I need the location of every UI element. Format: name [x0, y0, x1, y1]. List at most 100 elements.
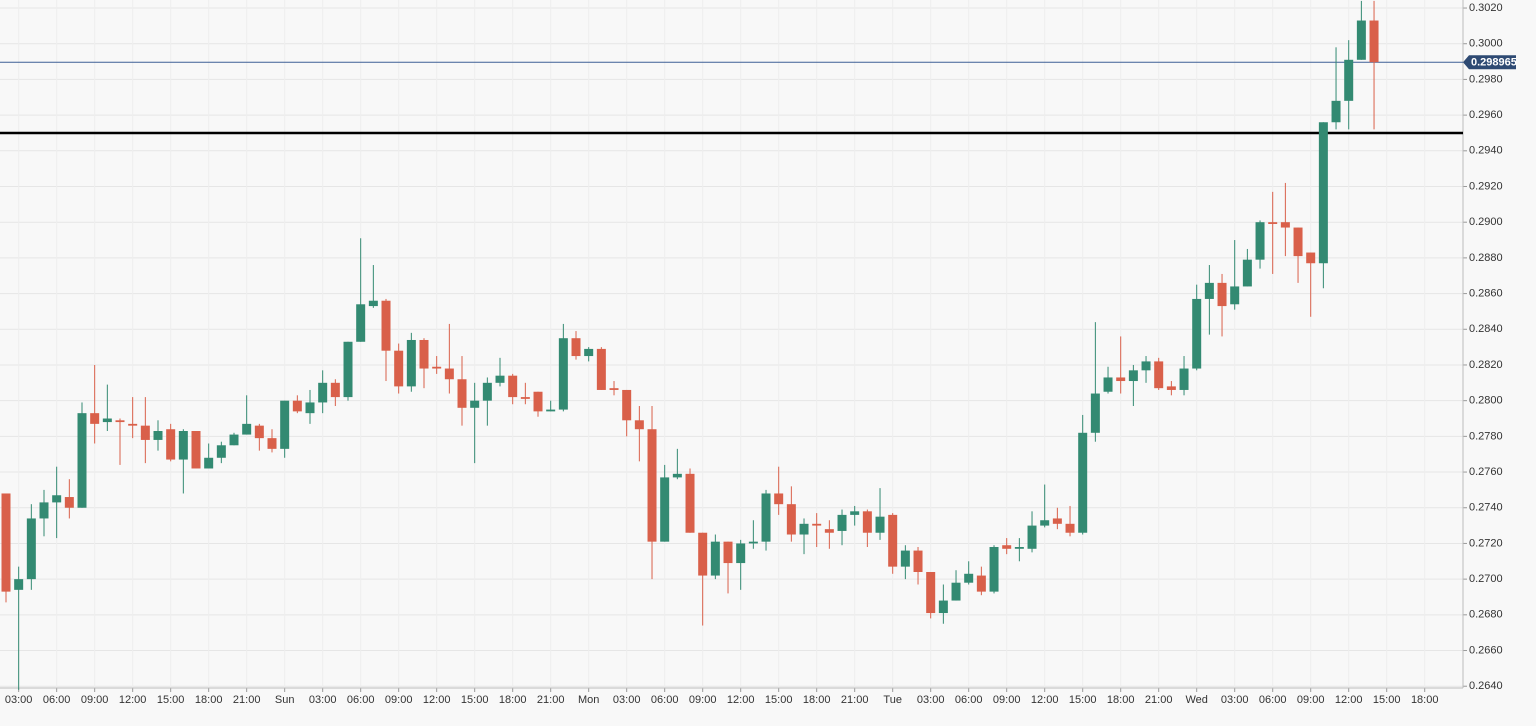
candle-body [634, 420, 644, 430]
candle-body [672, 473, 682, 478]
candle-body [1344, 59, 1354, 101]
y-tick-label: 0.2940 [1469, 145, 1503, 157]
candle-body [419, 339, 429, 369]
x-tick-label: 03:00 [309, 694, 337, 706]
candle-body [1078, 432, 1088, 533]
candle-body [850, 511, 860, 515]
candle-body [330, 382, 340, 398]
candle-body [824, 529, 834, 533]
candle-body [242, 423, 252, 435]
candle-body [153, 431, 163, 440]
candle-body [1268, 222, 1278, 224]
candle-body [140, 425, 150, 440]
candle-body [520, 397, 530, 399]
candle-body [1280, 222, 1290, 228]
x-tick-label: 06:00 [955, 694, 983, 706]
y-tick-label: 0.2640 [1469, 680, 1503, 692]
candle-body [571, 338, 581, 357]
plot-area [0, 0, 1463, 688]
candle-body [191, 431, 201, 469]
candle-body [710, 541, 720, 576]
candle-body [1255, 222, 1265, 260]
x-tick-label: 18:00 [1107, 694, 1135, 706]
candle-body [229, 434, 239, 446]
candle-body [64, 497, 74, 508]
x-tick-label: 06:00 [347, 694, 375, 706]
candle-body [356, 304, 366, 342]
candle-body [926, 571, 936, 614]
candle-body [799, 523, 809, 535]
x-tick-label: 09:00 [81, 694, 109, 706]
x-tick-label: 15:00 [1373, 694, 1401, 706]
candle-body [102, 418, 112, 423]
candle-body [951, 582, 961, 601]
candle-body [976, 575, 986, 592]
candle-body [1242, 259, 1252, 287]
y-tick-label: 0.2740 [1469, 502, 1503, 514]
candle-body [14, 579, 24, 590]
candle-body [1141, 361, 1151, 371]
y-tick-label: 0.2660 [1469, 644, 1503, 656]
y-tick-label: 0.2860 [1469, 287, 1503, 299]
candle-body [1166, 386, 1176, 390]
x-tick-label: 15:00 [1069, 694, 1097, 706]
candle-body [128, 423, 138, 426]
y-tick-label: 0.2680 [1469, 609, 1503, 621]
y-tick-label: 0.2960 [1469, 109, 1503, 121]
candle-body [77, 413, 87, 508]
candle-body [888, 514, 898, 567]
x-tick-label: Wed [1185, 694, 1207, 706]
candle-body [723, 541, 733, 564]
x-tick-label: 06:00 [1259, 694, 1287, 706]
x-tick-label: 09:00 [1297, 694, 1325, 706]
candle-body [748, 541, 758, 544]
candle-body [280, 400, 290, 449]
candle-body [1090, 393, 1100, 433]
candle-body [596, 348, 606, 390]
candle-body [786, 504, 796, 535]
candle-body [938, 600, 948, 614]
candle-body [875, 516, 885, 533]
candle-body [1065, 523, 1075, 533]
y-tick-label: 0.3000 [1469, 38, 1503, 50]
candle-body [343, 341, 353, 398]
candle-body [216, 445, 226, 458]
candle-body [1, 493, 11, 592]
candle-body [1369, 20, 1379, 63]
x-tick-label: 09:00 [689, 694, 717, 706]
candle-body [1128, 370, 1138, 382]
candle-body [1154, 361, 1164, 389]
candle-body [1217, 282, 1227, 307]
x-tick-label: 12:00 [119, 694, 147, 706]
candle-body [1103, 377, 1113, 392]
candle-body [647, 429, 657, 542]
y-tick-label: 0.2920 [1469, 180, 1503, 192]
x-tick-label: 12:00 [1335, 694, 1363, 706]
candle-body [1204, 282, 1214, 299]
candle-body [609, 388, 619, 390]
x-tick-label: 18:00 [1411, 694, 1439, 706]
x-tick-label: 06:00 [651, 694, 679, 706]
candle-body [115, 420, 125, 423]
candle-body [558, 338, 568, 410]
candle-body [254, 425, 264, 439]
candle-body [508, 375, 518, 398]
candle-body [1014, 547, 1024, 549]
candle-body [900, 550, 910, 567]
candle-body [774, 493, 784, 505]
x-tick-label: 21:00 [537, 694, 565, 706]
x-tick-label: 03:00 [5, 694, 33, 706]
candle-body [90, 413, 100, 424]
x-tick-label: 12:00 [423, 694, 451, 706]
candle-body [318, 382, 328, 403]
candle-body [736, 543, 746, 564]
candle-body [1318, 122, 1328, 264]
y-tick-label: 0.2820 [1469, 359, 1503, 371]
y-tick-label: 0.2800 [1469, 395, 1503, 407]
candle-body [1230, 286, 1240, 305]
candle-body [204, 457, 214, 469]
candle-body [622, 389, 632, 421]
candle-body [1192, 298, 1202, 369]
candle-body [1306, 252, 1316, 264]
